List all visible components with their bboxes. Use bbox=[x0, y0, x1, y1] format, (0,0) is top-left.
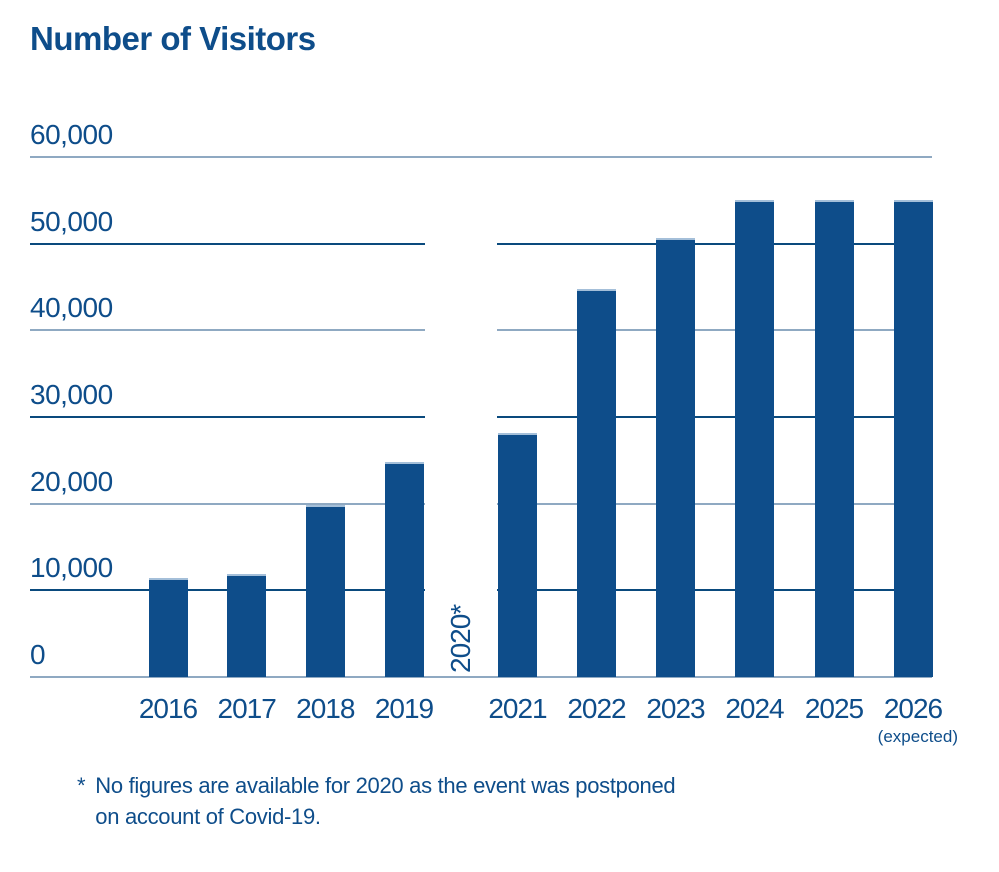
y-axis-label-50000: 50,000 bbox=[30, 205, 113, 237]
footnote-line-2: on account of Covid-19. bbox=[95, 804, 321, 829]
chart-title: Number of Visitors bbox=[30, 20, 316, 57]
gridline-50000 bbox=[497, 242, 932, 245]
x-axis-label-2019: 2019 bbox=[374, 693, 434, 724]
bar-2023 bbox=[656, 237, 695, 677]
x-axis-label-2023: 2023 bbox=[646, 693, 705, 724]
y-axis-label-40000: 40,000 bbox=[30, 292, 113, 324]
gridline-60000 bbox=[30, 156, 932, 158]
bar-2019 bbox=[384, 462, 424, 677]
bar-2024 bbox=[735, 200, 774, 677]
bar-2017 bbox=[227, 573, 267, 677]
gridline-20000 bbox=[497, 502, 932, 505]
x-axis-label-2022: 2022 bbox=[567, 693, 626, 724]
footnote-asterisk: * bbox=[77, 773, 86, 798]
bar-2021 bbox=[498, 432, 537, 677]
x-axis-label-2026: 2026 bbox=[883, 693, 943, 724]
bar-2022 bbox=[577, 288, 616, 677]
gridline-10000 bbox=[497, 589, 932, 592]
x-axis-label-2017: 2017 bbox=[217, 693, 277, 724]
x-axis-label-2018: 2018 bbox=[296, 693, 355, 724]
x-axis-sublabel-2026: (expected) bbox=[877, 727, 958, 746]
y-axis-label-20000: 20,000 bbox=[30, 465, 113, 497]
y-axis-label-0: 0 bbox=[30, 639, 46, 670]
gridline-50000 bbox=[30, 242, 425, 245]
footnote-text: No figures are available for 2020 as the… bbox=[95, 770, 675, 832]
y-axis-label-60000: 60,000 bbox=[30, 119, 113, 150]
x-axis-label-2025: 2025 bbox=[804, 693, 864, 724]
y-axis-label-30000: 30,000 bbox=[30, 379, 113, 410]
footnote-line-1: No figures are available for 2020 as the… bbox=[95, 773, 676, 798]
footnote: * No figures are available for 2020 as t… bbox=[77, 770, 676, 832]
bar-2026 bbox=[893, 200, 933, 677]
bar-2016 bbox=[148, 578, 188, 677]
bar-2025 bbox=[814, 200, 854, 677]
gridline-20000 bbox=[30, 502, 425, 505]
gridline-40000 bbox=[30, 329, 425, 332]
x-axis-label-2021: 2021 bbox=[488, 693, 547, 724]
gridline-30000 bbox=[30, 416, 425, 418]
y-axis-label-10000: 10,000 bbox=[30, 552, 113, 584]
x-axis-label-2016: 2016 bbox=[138, 693, 198, 724]
gridline-30000 bbox=[497, 416, 932, 418]
gridline-0 bbox=[30, 676, 932, 678]
bar-2018 bbox=[305, 505, 345, 677]
x-axis-label-2020-rotated: 2020* bbox=[444, 604, 476, 673]
x-axis-label-2024: 2024 bbox=[725, 693, 784, 724]
gridline-40000 bbox=[497, 329, 932, 332]
